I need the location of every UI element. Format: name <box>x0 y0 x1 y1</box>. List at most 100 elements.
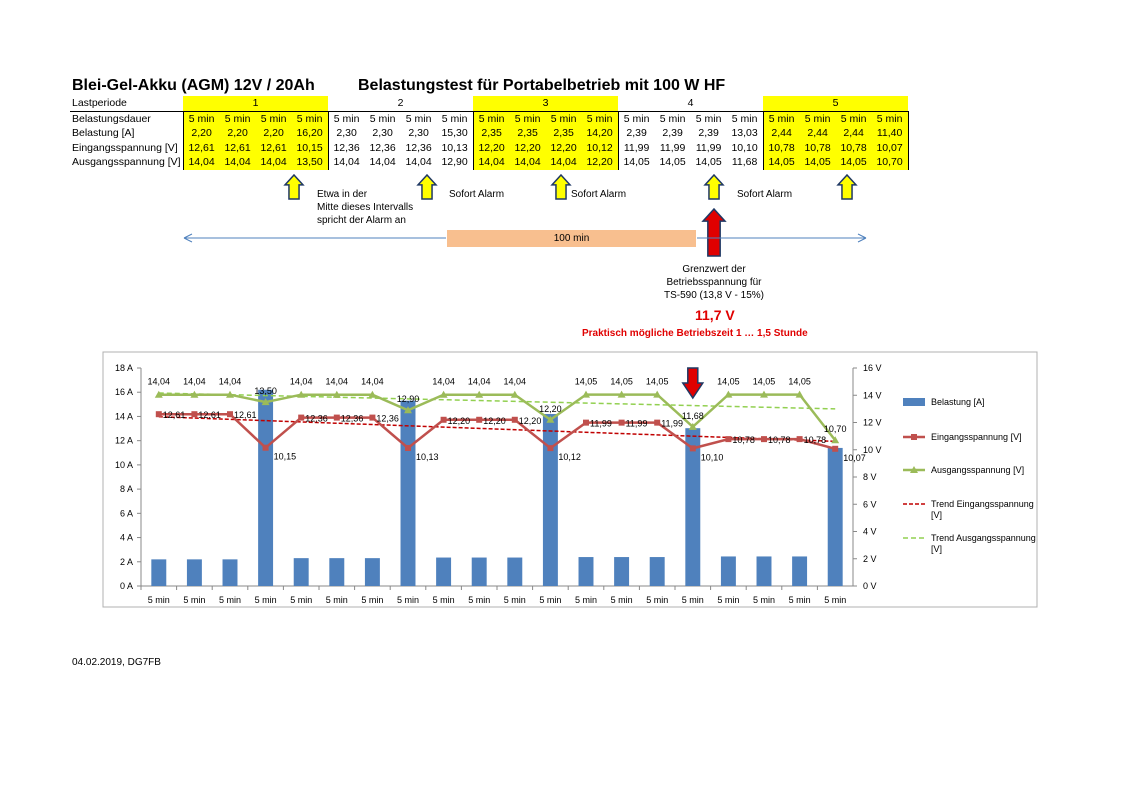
ausgang-point <box>510 390 519 398</box>
ausgang-line <box>158 393 837 441</box>
ausgang-data-label: 14,04 <box>326 377 349 387</box>
eingang-data-label: 12,61 <box>198 410 221 420</box>
eingang-data-label: 10,78 <box>732 435 755 445</box>
table-cell: 5 min <box>659 112 686 125</box>
alarm-arrow-3 <box>703 173 725 200</box>
table-row: Belastungsdauer 5 min 5 min 5 min 5 min 5 min… <box>70 111 909 126</box>
ausgang-data-label: 13,50 <box>254 386 277 396</box>
eingang-data-label: 11,99 <box>661 419 683 429</box>
chart-limit-arrow <box>681 367 705 400</box>
x-tick-label: 5 min <box>326 595 348 605</box>
table-cell: 14,04 <box>219 155 256 170</box>
table-cell: 12,20 <box>581 155 619 170</box>
eingang-data-label: 12,61 <box>163 410 186 420</box>
ausgang-data-label: 14,04 <box>148 377 171 387</box>
legend-trend-eingang-label: Trend Eingangsspannung [V] <box>931 499 1034 520</box>
ausgang-data-label: 14,04 <box>219 377 242 387</box>
ausgang-data-label: 14,04 <box>290 377 313 387</box>
table-cell: 14,20 <box>581 126 619 141</box>
x-tick-label: 5 min <box>433 595 455 605</box>
bar-belastung <box>827 447 843 586</box>
table-cell: 14,05 <box>835 155 872 170</box>
y-right-tick-label: 6 V <box>863 499 877 509</box>
table-cell: 2,39 <box>698 127 719 139</box>
x-tick-label: 5 min <box>468 595 490 605</box>
bar-belastung <box>507 557 523 586</box>
eingang-data-label: 12,61 <box>234 410 257 420</box>
period-header: 5 <box>763 96 909 112</box>
range-100min-bar: 100 min <box>447 230 696 247</box>
eingang-point <box>832 445 839 452</box>
y-right-tick-label: 0 V <box>863 581 877 591</box>
y-left-tick-label: 12 A <box>115 436 133 446</box>
table-cell: 5 min <box>799 111 836 126</box>
table-cell: 13,50 <box>291 155 329 170</box>
y-left-tick-label: 14 A <box>115 411 133 421</box>
table-cell: 2,30 <box>372 127 393 139</box>
bar-belastung <box>542 414 558 586</box>
eingang-data-label: 12,20 <box>483 416 506 426</box>
x-tick-label: 5 min <box>575 595 597 605</box>
limit-arrow <box>701 207 727 257</box>
eingang-data-label: 10,78 <box>768 435 791 445</box>
table-cell: 10,78 <box>835 140 872 155</box>
table-cell: 5 min <box>333 112 360 125</box>
eingang-point <box>369 414 376 421</box>
x-tick-label: 5 min <box>717 595 739 605</box>
ausgang-data-label: 14,04 <box>361 377 384 387</box>
ausgang-point <box>617 390 626 398</box>
table-cell: 5 min <box>219 111 256 126</box>
eingang-point <box>796 436 803 443</box>
bar-belastung <box>258 389 274 586</box>
ausgang-data-label: 14,04 <box>504 377 527 387</box>
ausgang-data-label: 14,05 <box>575 377 598 387</box>
alarm-arrow-0 <box>283 173 305 200</box>
eingang-data-label: 12,36 <box>376 414 399 424</box>
table-cell: 11,99 <box>695 141 722 154</box>
bar-belastung <box>756 556 772 586</box>
bar-belastung <box>329 558 345 586</box>
ausgang-data-label: 11,68 <box>682 411 704 421</box>
legend-marker-eingang <box>911 434 917 440</box>
table-cell: 14,04 <box>405 156 432 168</box>
table-cell: 5 min <box>581 111 619 126</box>
eingang-data-label: 10,15 <box>274 452 297 462</box>
x-tick-label: 5 min <box>397 595 419 605</box>
eingang-data-label: 12,36 <box>305 414 328 424</box>
eingang-point <box>547 445 554 452</box>
y-left-tick-label: 10 A <box>115 460 133 470</box>
table-cell: 10,13 <box>441 141 468 154</box>
ausgang-point <box>404 406 412 414</box>
y-left-tick-label: 16 A <box>115 387 133 397</box>
table-cell: 10,70 <box>871 155 909 170</box>
alarm-note-3: Sofort Alarm <box>571 189 627 200</box>
bar-belastung <box>685 428 701 586</box>
eingang-point <box>333 414 340 421</box>
table-cell: 12,36 <box>333 141 360 154</box>
alarm-note-4: Sofort Alarm <box>737 189 793 200</box>
table-cell: 11,99 <box>623 141 650 154</box>
table-cell: 2,44 <box>835 126 872 141</box>
table-cell: 10,07 <box>871 140 909 155</box>
table-cell: 12,61 <box>255 140 292 155</box>
table-cell: 14,04 <box>472 155 510 170</box>
table-row: Eingangsspannung [V] 12,61 12,61 12,61 10,15… <box>70 140 909 155</box>
ausgang-point <box>297 390 306 398</box>
y-right-tick-label: 4 V <box>863 527 877 537</box>
table-cell: 14,04 <box>545 155 582 170</box>
table-cell: 2,20 <box>219 126 256 141</box>
table-cell: 11,99 <box>659 141 686 154</box>
eingang-data-label: 11,99 <box>626 419 648 429</box>
table-cell: 10,10 <box>731 141 758 154</box>
table-cell: 5 min <box>509 111 546 126</box>
ausgang-data-label: 14,05 <box>646 377 669 387</box>
table-cell: 5 min <box>291 111 329 126</box>
x-tick-label: 5 min <box>148 595 170 605</box>
x-tick-label: 5 min <box>361 595 383 605</box>
bar-belastung <box>614 557 630 586</box>
ausgang-data-label: 14,05 <box>753 377 776 387</box>
table-row: Lastperiode 1 2 3 4 5 <box>70 96 909 112</box>
bar-belastung <box>720 556 736 586</box>
eingang-point <box>689 445 696 452</box>
table-cell: 14,05 <box>695 156 722 168</box>
